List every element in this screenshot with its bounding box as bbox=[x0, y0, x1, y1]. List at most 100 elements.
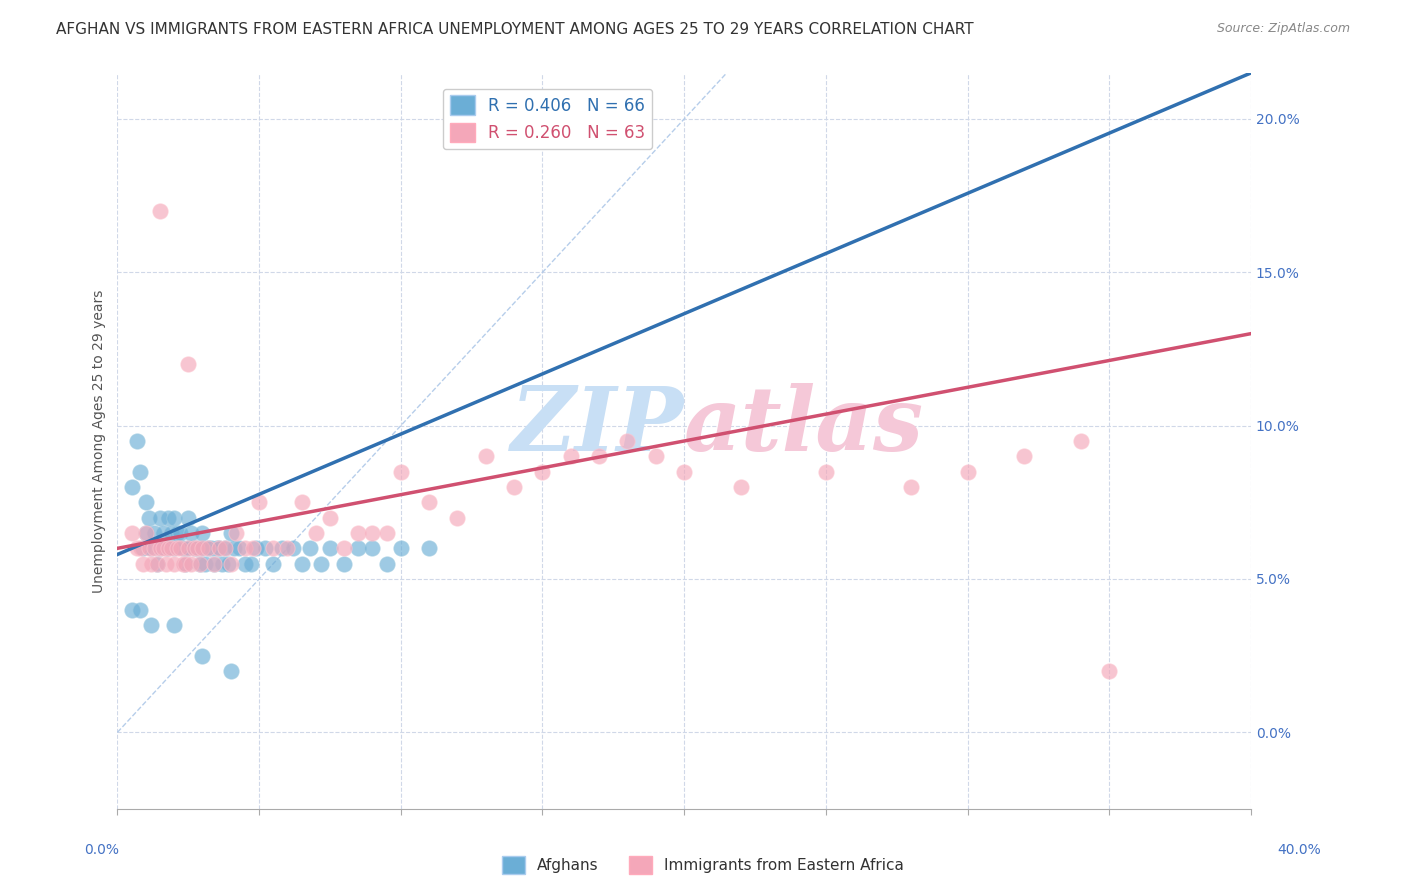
Point bbox=[208, 541, 231, 556]
Point bbox=[157, 510, 180, 524]
Point bbox=[132, 541, 155, 556]
Point bbox=[152, 526, 174, 541]
Point bbox=[299, 541, 322, 556]
Text: ZIP: ZIP bbox=[510, 383, 685, 469]
Point bbox=[319, 541, 342, 556]
Point bbox=[245, 541, 267, 556]
Point bbox=[956, 465, 979, 479]
Point bbox=[132, 557, 155, 571]
Point bbox=[1098, 664, 1121, 678]
Point bbox=[155, 557, 177, 571]
Point bbox=[157, 541, 180, 556]
Point bbox=[188, 557, 211, 571]
Point bbox=[361, 541, 384, 556]
Point bbox=[174, 557, 197, 571]
Point bbox=[673, 465, 696, 479]
Point bbox=[169, 541, 191, 556]
Point bbox=[219, 557, 242, 571]
Point bbox=[202, 557, 225, 571]
Point bbox=[900, 480, 922, 494]
Point bbox=[141, 557, 163, 571]
Point bbox=[149, 541, 172, 556]
Point bbox=[375, 526, 398, 541]
Point bbox=[222, 541, 245, 556]
Point bbox=[141, 541, 163, 556]
Point bbox=[375, 557, 398, 571]
Point bbox=[149, 510, 172, 524]
Point bbox=[389, 541, 412, 556]
Point bbox=[191, 541, 214, 556]
Point bbox=[233, 541, 256, 556]
Point bbox=[146, 557, 169, 571]
Point bbox=[129, 541, 152, 556]
Y-axis label: Unemployment Among Ages 25 to 29 years: Unemployment Among Ages 25 to 29 years bbox=[93, 289, 107, 592]
Point bbox=[177, 357, 200, 371]
Point bbox=[191, 541, 214, 556]
Point bbox=[157, 541, 180, 556]
Point bbox=[169, 526, 191, 541]
Point bbox=[291, 557, 314, 571]
Point bbox=[475, 450, 498, 464]
Point bbox=[262, 557, 284, 571]
Point bbox=[219, 664, 242, 678]
Point bbox=[163, 618, 186, 632]
Point bbox=[194, 557, 217, 571]
Point bbox=[163, 557, 186, 571]
Point bbox=[644, 450, 666, 464]
Point bbox=[177, 541, 200, 556]
Point bbox=[418, 541, 440, 556]
Point bbox=[242, 541, 264, 556]
Point bbox=[560, 450, 582, 464]
Point bbox=[172, 557, 194, 571]
Point bbox=[160, 541, 183, 556]
Point bbox=[270, 541, 292, 556]
Point bbox=[319, 510, 342, 524]
Point bbox=[180, 526, 202, 541]
Point bbox=[291, 495, 314, 509]
Point bbox=[152, 541, 174, 556]
Point bbox=[166, 541, 188, 556]
Point bbox=[233, 557, 256, 571]
Point bbox=[186, 541, 208, 556]
Point bbox=[281, 541, 304, 556]
Point bbox=[616, 434, 638, 448]
Point bbox=[531, 465, 554, 479]
Point bbox=[191, 648, 214, 663]
Text: 40.0%: 40.0% bbox=[1277, 843, 1322, 857]
Point bbox=[361, 526, 384, 541]
Point bbox=[418, 495, 440, 509]
Point bbox=[239, 557, 262, 571]
Point bbox=[129, 465, 152, 479]
Point bbox=[1070, 434, 1092, 448]
Point bbox=[149, 204, 172, 219]
Point bbox=[143, 541, 166, 556]
Point bbox=[138, 510, 160, 524]
Point bbox=[276, 541, 298, 556]
Text: AFGHAN VS IMMIGRANTS FROM EASTERN AFRICA UNEMPLOYMENT AMONG AGES 25 TO 29 YEARS : AFGHAN VS IMMIGRANTS FROM EASTERN AFRICA… bbox=[56, 22, 974, 37]
Point bbox=[186, 541, 208, 556]
Point bbox=[588, 450, 610, 464]
Point bbox=[135, 495, 157, 509]
Point bbox=[214, 541, 236, 556]
Point bbox=[197, 541, 219, 556]
Point bbox=[127, 434, 149, 448]
Point bbox=[333, 541, 356, 556]
Point bbox=[163, 541, 186, 556]
Point bbox=[183, 541, 205, 556]
Point bbox=[208, 541, 231, 556]
Point bbox=[129, 602, 152, 616]
Point bbox=[311, 557, 333, 571]
Point bbox=[135, 526, 157, 541]
Point bbox=[202, 557, 225, 571]
Point bbox=[247, 495, 270, 509]
Point bbox=[121, 480, 143, 494]
Point bbox=[146, 557, 169, 571]
Point bbox=[166, 526, 188, 541]
Point bbox=[503, 480, 526, 494]
Point bbox=[814, 465, 837, 479]
Point bbox=[183, 541, 205, 556]
Point bbox=[127, 541, 149, 556]
Point bbox=[253, 541, 276, 556]
Point bbox=[163, 510, 186, 524]
Point bbox=[121, 526, 143, 541]
